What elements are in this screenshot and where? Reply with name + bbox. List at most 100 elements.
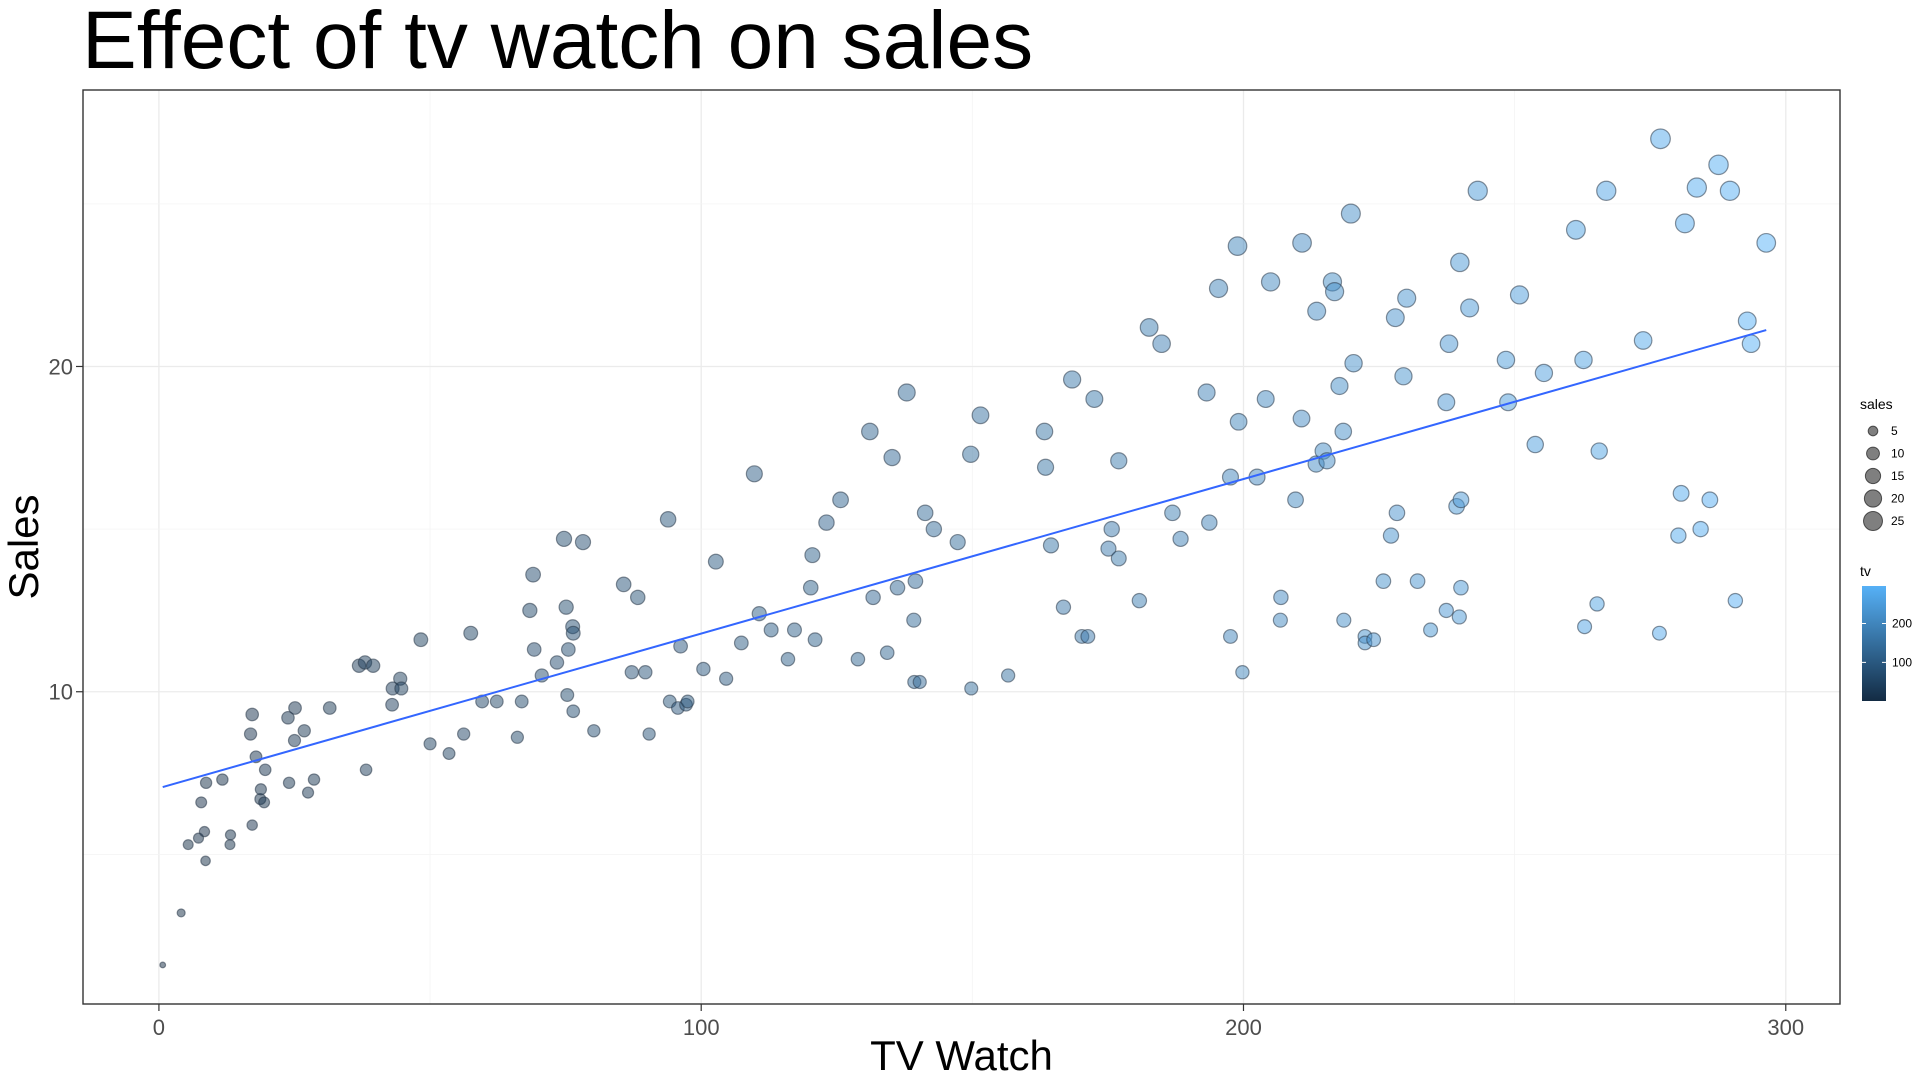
data-point	[897, 383, 916, 402]
data-point	[971, 406, 990, 425]
data-point	[1103, 520, 1120, 538]
data-point	[1674, 213, 1695, 234]
data-point	[1670, 527, 1687, 544]
data-point	[1719, 180, 1741, 201]
data-point	[1526, 435, 1545, 454]
fit-line-layer	[162, 329, 1767, 789]
legend-size-label: 10	[1891, 447, 1905, 461]
data-point	[224, 829, 237, 841]
data-point	[457, 727, 471, 741]
data-point	[489, 694, 504, 709]
data-point	[1651, 625, 1667, 641]
data-point	[159, 961, 167, 969]
data-point	[1307, 301, 1327, 321]
data-point	[1334, 422, 1353, 441]
data-point	[1260, 272, 1281, 292]
legend-size-key	[1864, 467, 1882, 485]
data-point	[359, 763, 373, 777]
data-point	[525, 566, 542, 583]
legend-size: sales 5 10 15 20 25	[1860, 396, 1905, 531]
data-point	[281, 710, 295, 725]
x-tick-label: 200	[1225, 1015, 1262, 1040]
data-point	[463, 625, 479, 641]
data-point	[659, 511, 677, 528]
data-point	[912, 674, 927, 690]
data-point	[1110, 550, 1127, 567]
data-point	[861, 422, 879, 441]
data-point	[964, 681, 979, 696]
data-point	[1036, 458, 1055, 476]
data-point	[245, 707, 260, 722]
data-point	[707, 553, 724, 570]
x-tick-label: 300	[1767, 1015, 1804, 1040]
legend-size-key	[1867, 425, 1879, 437]
data-point	[1035, 422, 1054, 441]
data-point	[385, 697, 400, 712]
data-point	[254, 783, 268, 796]
data-point	[322, 701, 337, 715]
x-axis: 0 100 200 300	[153, 1004, 1804, 1040]
data-point	[288, 701, 302, 715]
data-point	[680, 694, 695, 709]
y-axis-title: Sales	[0, 494, 47, 599]
data-point	[1589, 596, 1605, 612]
data-point	[1450, 252, 1470, 273]
data-point	[1197, 383, 1216, 402]
data-point	[1453, 579, 1469, 596]
data-point	[629, 589, 646, 606]
data-point	[307, 773, 321, 786]
data-point	[200, 855, 211, 867]
legend-color-label: 100	[1892, 655, 1912, 669]
data-point	[906, 612, 922, 628]
data-point	[1340, 203, 1361, 224]
data-point	[1397, 288, 1417, 308]
data-point	[555, 530, 573, 548]
data-point	[258, 763, 272, 777]
data-point	[1394, 367, 1413, 386]
legend-color-label: 200	[1892, 616, 1912, 630]
data-point	[216, 773, 229, 786]
data-point	[818, 514, 835, 531]
data-point	[1439, 334, 1459, 354]
data-point	[1574, 350, 1593, 370]
data-point	[565, 625, 581, 641]
data-point	[962, 445, 980, 464]
data-point	[182, 839, 194, 851]
data-point	[1366, 632, 1382, 648]
data-point	[566, 704, 581, 719]
data-point	[560, 642, 576, 657]
data-point	[1633, 331, 1653, 350]
data-point	[1692, 520, 1709, 538]
data-point	[925, 520, 943, 538]
data-point	[1273, 589, 1289, 606]
legend-size-key	[1866, 446, 1880, 461]
data-point	[1110, 452, 1128, 470]
data-point	[780, 651, 796, 667]
data-point	[1423, 622, 1439, 638]
data-point	[1382, 527, 1400, 544]
data-point	[804, 547, 821, 564]
data-point	[1452, 491, 1470, 509]
data-point	[560, 687, 575, 703]
data-point	[394, 681, 409, 696]
data-point	[1344, 353, 1363, 373]
x-tick-label: 0	[153, 1015, 165, 1040]
data-point	[246, 819, 258, 831]
data-point	[1590, 442, 1608, 460]
panel-border	[82, 89, 1841, 1005]
data-point	[1565, 219, 1586, 240]
data-point	[1686, 177, 1708, 198]
data-point	[883, 448, 901, 467]
data-point	[1741, 334, 1761, 354]
x-tick-label: 100	[683, 1015, 720, 1040]
data-point	[549, 655, 565, 670]
data-point	[1577, 619, 1593, 635]
data-point	[1085, 389, 1104, 409]
data-point	[624, 665, 639, 680]
data-point	[786, 622, 802, 638]
legend-size-label: 20	[1891, 492, 1905, 506]
data-point	[1100, 540, 1117, 557]
data-point	[574, 533, 592, 551]
data-point	[719, 671, 734, 686]
